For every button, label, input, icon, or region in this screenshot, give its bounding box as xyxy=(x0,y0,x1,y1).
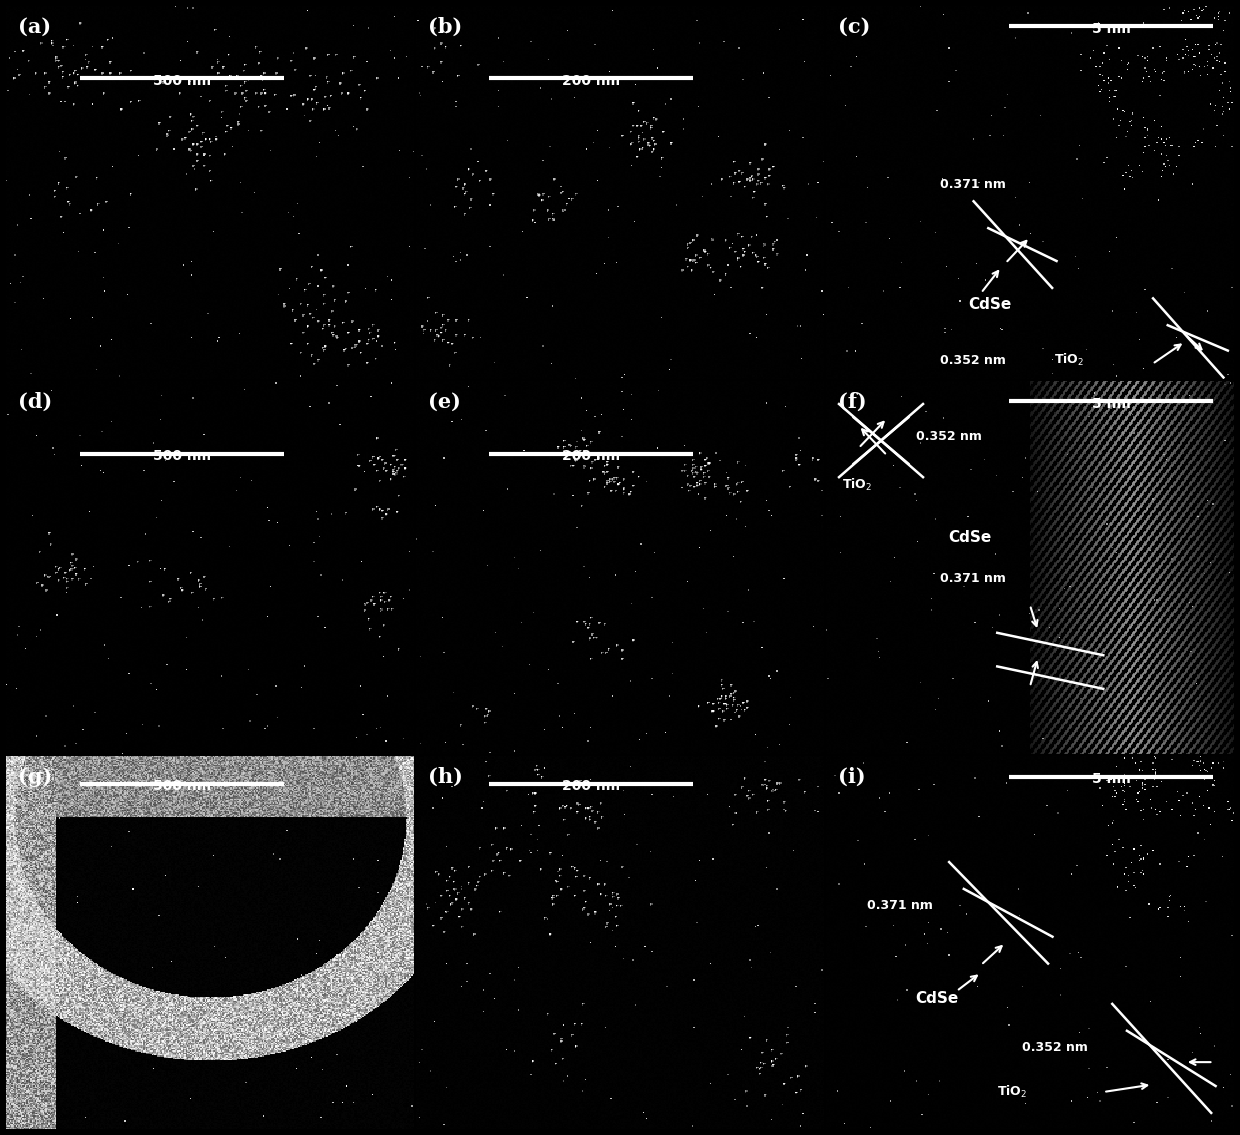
Text: 200 nm: 200 nm xyxy=(563,74,620,87)
Text: 5 nm: 5 nm xyxy=(1092,772,1131,785)
Text: (g): (g) xyxy=(19,767,52,788)
Text: 500 nm: 500 nm xyxy=(153,780,211,793)
Text: 0.371 nm: 0.371 nm xyxy=(940,572,1006,586)
Text: CdSe: CdSe xyxy=(915,991,959,1006)
Text: (e): (e) xyxy=(428,392,461,412)
Text: (d): (d) xyxy=(19,392,52,412)
Text: CdSe: CdSe xyxy=(968,297,1012,312)
Text: (f): (f) xyxy=(838,392,867,412)
Text: (i): (i) xyxy=(838,767,866,788)
Text: (a): (a) xyxy=(19,17,52,36)
Text: 0.371 nm: 0.371 nm xyxy=(940,178,1006,192)
Text: (h): (h) xyxy=(428,767,464,788)
Text: 5 nm: 5 nm xyxy=(1092,22,1131,35)
Text: 5 nm: 5 nm xyxy=(1092,397,1131,411)
Text: 0.352 nm: 0.352 nm xyxy=(1022,1041,1087,1053)
Text: (b): (b) xyxy=(428,17,463,36)
Text: 500 nm: 500 nm xyxy=(153,74,211,87)
Text: CdSe: CdSe xyxy=(949,530,992,545)
Text: TiO$_2$: TiO$_2$ xyxy=(997,1084,1028,1100)
Text: 0.371 nm: 0.371 nm xyxy=(867,899,932,911)
Text: 200 nm: 200 nm xyxy=(563,780,620,793)
Text: 0.352 nm: 0.352 nm xyxy=(915,430,982,444)
Text: 200 nm: 200 nm xyxy=(563,449,620,463)
Text: TiO$_2$: TiO$_2$ xyxy=(842,478,873,494)
Text: TiO$_2$: TiO$_2$ xyxy=(1054,352,1085,369)
Text: (c): (c) xyxy=(838,17,870,36)
Text: 0.352 nm: 0.352 nm xyxy=(940,354,1006,367)
Text: 500 nm: 500 nm xyxy=(153,449,211,463)
